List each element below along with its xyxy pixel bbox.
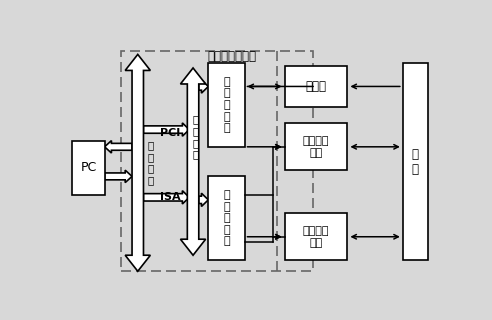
Polygon shape bbox=[199, 80, 208, 93]
Text: 传感器: 传感器 bbox=[306, 80, 327, 93]
Bar bbox=[72, 141, 105, 195]
Polygon shape bbox=[144, 191, 189, 204]
Bar bbox=[284, 213, 347, 260]
Bar bbox=[208, 63, 245, 147]
Text: ISA: ISA bbox=[160, 192, 181, 202]
Text: 数
据
采
集
卡: 数 据 采 集 卡 bbox=[223, 77, 230, 133]
Bar bbox=[208, 176, 245, 260]
Polygon shape bbox=[144, 123, 189, 136]
Text: PCI: PCI bbox=[160, 128, 180, 138]
Bar bbox=[284, 66, 347, 108]
Bar bbox=[121, 51, 313, 271]
Bar bbox=[284, 124, 347, 170]
Text: 运
动
控
制
卡: 运 动 控 制 卡 bbox=[223, 190, 230, 246]
Polygon shape bbox=[199, 193, 208, 206]
Polygon shape bbox=[125, 54, 151, 271]
Text: 机
床: 机 床 bbox=[412, 148, 419, 176]
Text: 伺服控制
模块: 伺服控制 模块 bbox=[303, 136, 329, 158]
Text: 局
部
总
线: 局 部 总 线 bbox=[192, 115, 198, 159]
Text: PC: PC bbox=[80, 161, 96, 174]
Polygon shape bbox=[105, 140, 132, 153]
Polygon shape bbox=[181, 68, 206, 255]
Polygon shape bbox=[105, 170, 132, 183]
Text: 主轴控制
模块: 主轴控制 模块 bbox=[303, 226, 329, 248]
Bar bbox=[403, 63, 428, 260]
Text: 自适应控制模块: 自适应控制模块 bbox=[208, 50, 257, 63]
Text: 系
统
总
线: 系 统 总 线 bbox=[148, 140, 154, 185]
